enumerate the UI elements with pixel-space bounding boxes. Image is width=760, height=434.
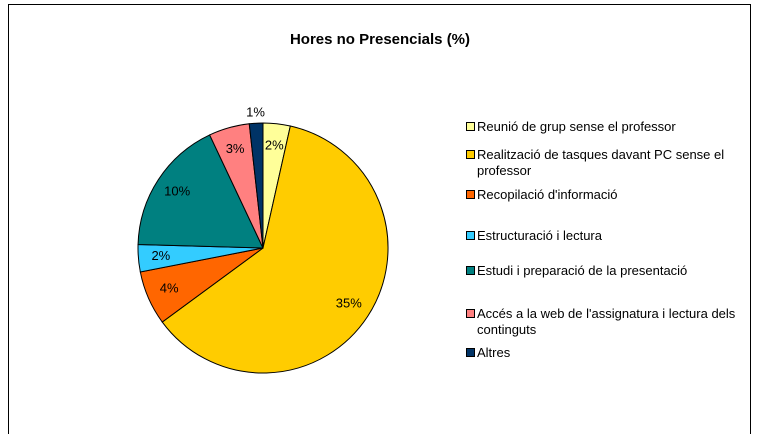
- data-label: 4%: [160, 281, 179, 296]
- pie-slice: [137, 134, 264, 249]
- data-label: 10%: [164, 183, 190, 198]
- legend-entry: Realització de tasques davant PC sense e…: [466, 147, 756, 179]
- legend-swatch: [466, 150, 475, 159]
- legend-label: Altres: [477, 345, 511, 360]
- legend-label: Realització de tasques davant PC sense e…: [477, 147, 725, 178]
- chart-frame: [8, 4, 751, 434]
- pie-slice: [161, 125, 389, 374]
- legend-entry: Recopilació d'informació: [466, 187, 756, 203]
- legend-entry: Estructuració i lectura: [466, 228, 756, 244]
- legend-swatch: [466, 231, 475, 240]
- legend-label: Reunió de grup sense el professor: [477, 119, 676, 134]
- data-label: 2%: [151, 248, 170, 263]
- legend-label: Recopilació d'informació: [477, 187, 618, 202]
- legend-entry: Reunió de grup sense el professor: [466, 119, 756, 135]
- legend-swatch: [466, 266, 475, 275]
- legend-label: Estudi i preparació de la presentació: [477, 263, 688, 278]
- data-label: 2%: [265, 138, 284, 153]
- data-label: 1%: [246, 105, 265, 120]
- legend-entry: Accés a la web de l'assignatura i lectur…: [466, 306, 756, 338]
- legend-label: Estructuració i lectura: [477, 228, 602, 243]
- legend-swatch: [466, 309, 475, 318]
- legend-swatch: [466, 348, 475, 357]
- legend-swatch: [466, 190, 475, 199]
- legend-swatch: [466, 122, 475, 131]
- data-label: 35%: [336, 295, 362, 310]
- legend-entry: Estudi i preparació de la presentació: [466, 263, 756, 279]
- data-label: 3%: [226, 141, 245, 156]
- legend-label: Accés a la web de l'assignatura i lectur…: [477, 306, 736, 337]
- legend-entry: Altres: [466, 345, 756, 361]
- chart-title: Hores no Presencials (%): [290, 31, 470, 48]
- pie-slice: [248, 122, 264, 249]
